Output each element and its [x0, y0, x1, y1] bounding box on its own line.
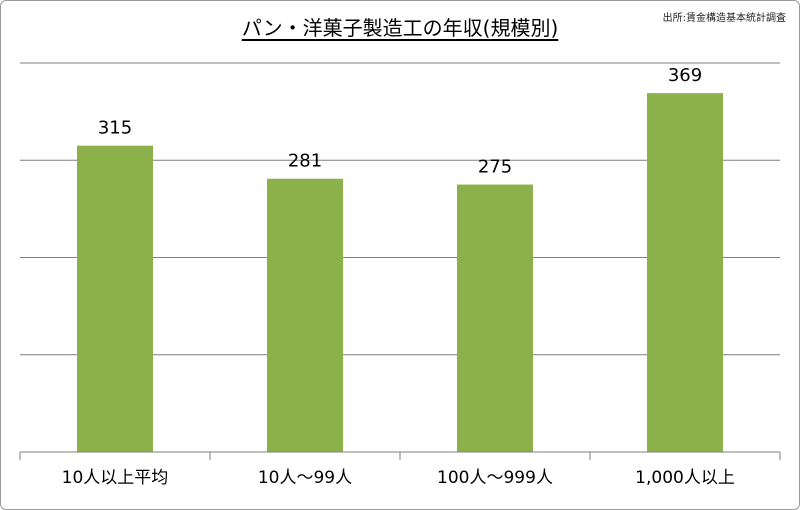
data-label: 315	[98, 118, 132, 139]
bar	[647, 93, 723, 453]
bar	[457, 184, 533, 452]
data-label: 275	[478, 157, 512, 178]
x-tick-label: 1,000人以上	[635, 468, 735, 488]
chart-title: パン・洋菓子製造工の年収(規模別)	[241, 16, 559, 40]
x-tick-label: 100人〜999人	[437, 468, 553, 488]
source-note: 出所:賃金構造基本統計調査	[662, 13, 786, 24]
bar	[77, 145, 153, 452]
data-label: 369	[668, 65, 702, 86]
x-tick-label: 10人以上平均	[62, 468, 169, 488]
x-tick-label: 10人〜99人	[258, 468, 352, 488]
data-label: 281	[288, 151, 322, 172]
bar	[267, 178, 343, 453]
